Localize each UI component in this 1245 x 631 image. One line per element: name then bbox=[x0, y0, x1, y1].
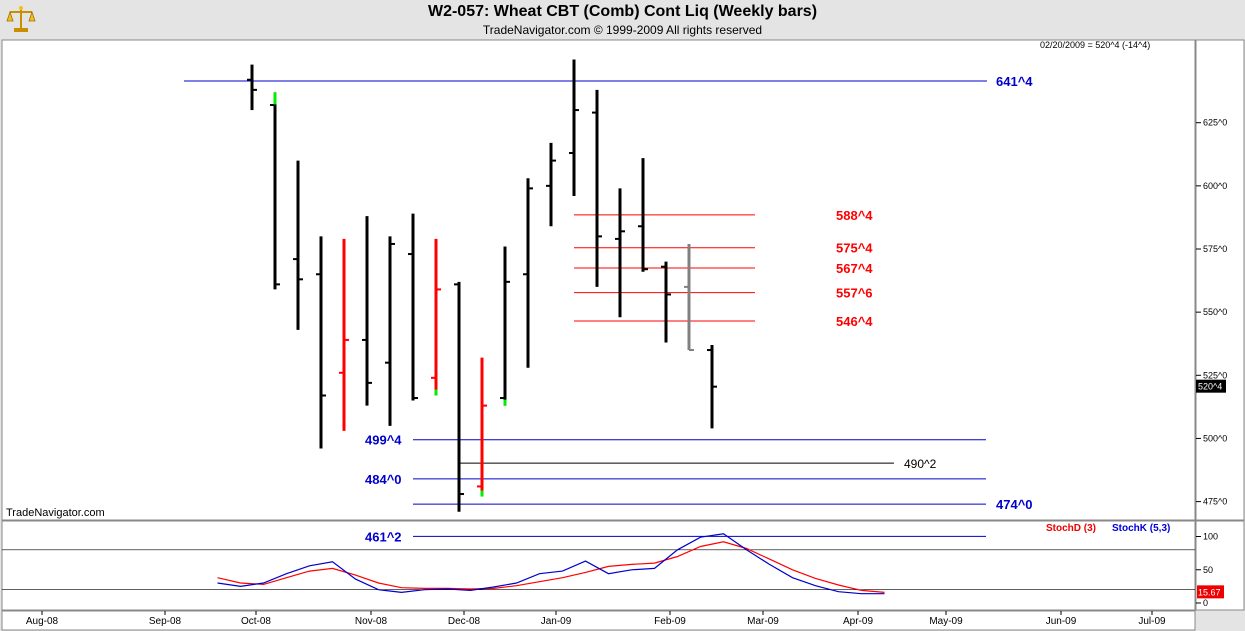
price-tick-label: 600^0 bbox=[1203, 181, 1227, 191]
level-label: 641^4 bbox=[996, 74, 1033, 89]
month-tick-label: Apr-09 bbox=[843, 616, 873, 627]
month-tick-label: Nov-08 bbox=[355, 616, 388, 627]
month-tick-label: Mar-09 bbox=[747, 616, 779, 627]
level-label: 575^4 bbox=[836, 241, 873, 256]
stoch-tick-label: 100 bbox=[1203, 532, 1218, 542]
level-label: 567^4 bbox=[836, 261, 873, 276]
month-tick-label: Sep-08 bbox=[149, 616, 182, 627]
month-tick-label: Jun-09 bbox=[1046, 616, 1077, 627]
date-axis bbox=[1, 610, 1196, 631]
price-tick-label: 575^0 bbox=[1203, 244, 1227, 254]
stoch-value-label: 15.67 bbox=[1198, 587, 1221, 597]
month-tick-label: Aug-08 bbox=[26, 616, 59, 627]
stochK-line bbox=[217, 533, 885, 595]
scales-logo-icon bbox=[6, 6, 36, 32]
last-price-label: 520^4 bbox=[1198, 382, 1222, 392]
month-tick-label: Jan-09 bbox=[541, 616, 572, 627]
level-label: 490^2 bbox=[904, 457, 937, 471]
legend-stochD: StochD (3) bbox=[1046, 523, 1096, 534]
stoch-value-badge bbox=[1197, 585, 1224, 599]
month-tick-label: Jul-09 bbox=[1138, 616, 1166, 627]
price-tick-label: 525^0 bbox=[1203, 370, 1227, 380]
stoch-tick-label: 0 bbox=[1203, 598, 1208, 608]
level-label: 474^0 bbox=[996, 497, 1033, 512]
month-tick-label: Feb-09 bbox=[654, 616, 686, 627]
price-axis bbox=[1195, 39, 1245, 521]
month-tick-label: Oct-08 bbox=[241, 616, 271, 627]
level-label: 499^4 bbox=[365, 433, 402, 448]
level-label: 557^6 bbox=[836, 286, 873, 301]
chart-title: W2-057: Wheat CBT (Comb) Cont Liq (Weekl… bbox=[427, 3, 818, 20]
level-label: 484^0 bbox=[365, 472, 402, 487]
level-label: 546^4 bbox=[836, 314, 873, 329]
stochastic-panel bbox=[1, 520, 1196, 611]
info-label: 02/20/2009 = 520^4 (-14^4) bbox=[1040, 40, 1150, 50]
stochD-line bbox=[217, 541, 885, 593]
stoch-tick-label: 50 bbox=[1203, 565, 1213, 575]
price-tick-label: 500^0 bbox=[1203, 433, 1227, 443]
price-tick-label: 625^0 bbox=[1203, 118, 1227, 128]
watermark: TradeNavigator.com bbox=[6, 507, 105, 519]
level-label: 588^4 bbox=[836, 208, 873, 223]
level-label: 461^2 bbox=[365, 529, 402, 544]
month-tick-label: Dec-08 bbox=[448, 616, 481, 627]
price-tick-label: 550^0 bbox=[1203, 307, 1227, 317]
price-tick-label: 475^0 bbox=[1203, 497, 1227, 507]
legend-stochK: StochK (5,3) bbox=[1112, 523, 1170, 534]
last-price-badge bbox=[1196, 379, 1226, 393]
chart-subtitle: TradeNavigator.com © 1999-2009 All right… bbox=[482, 23, 763, 37]
month-tick-label: May-09 bbox=[929, 616, 963, 627]
